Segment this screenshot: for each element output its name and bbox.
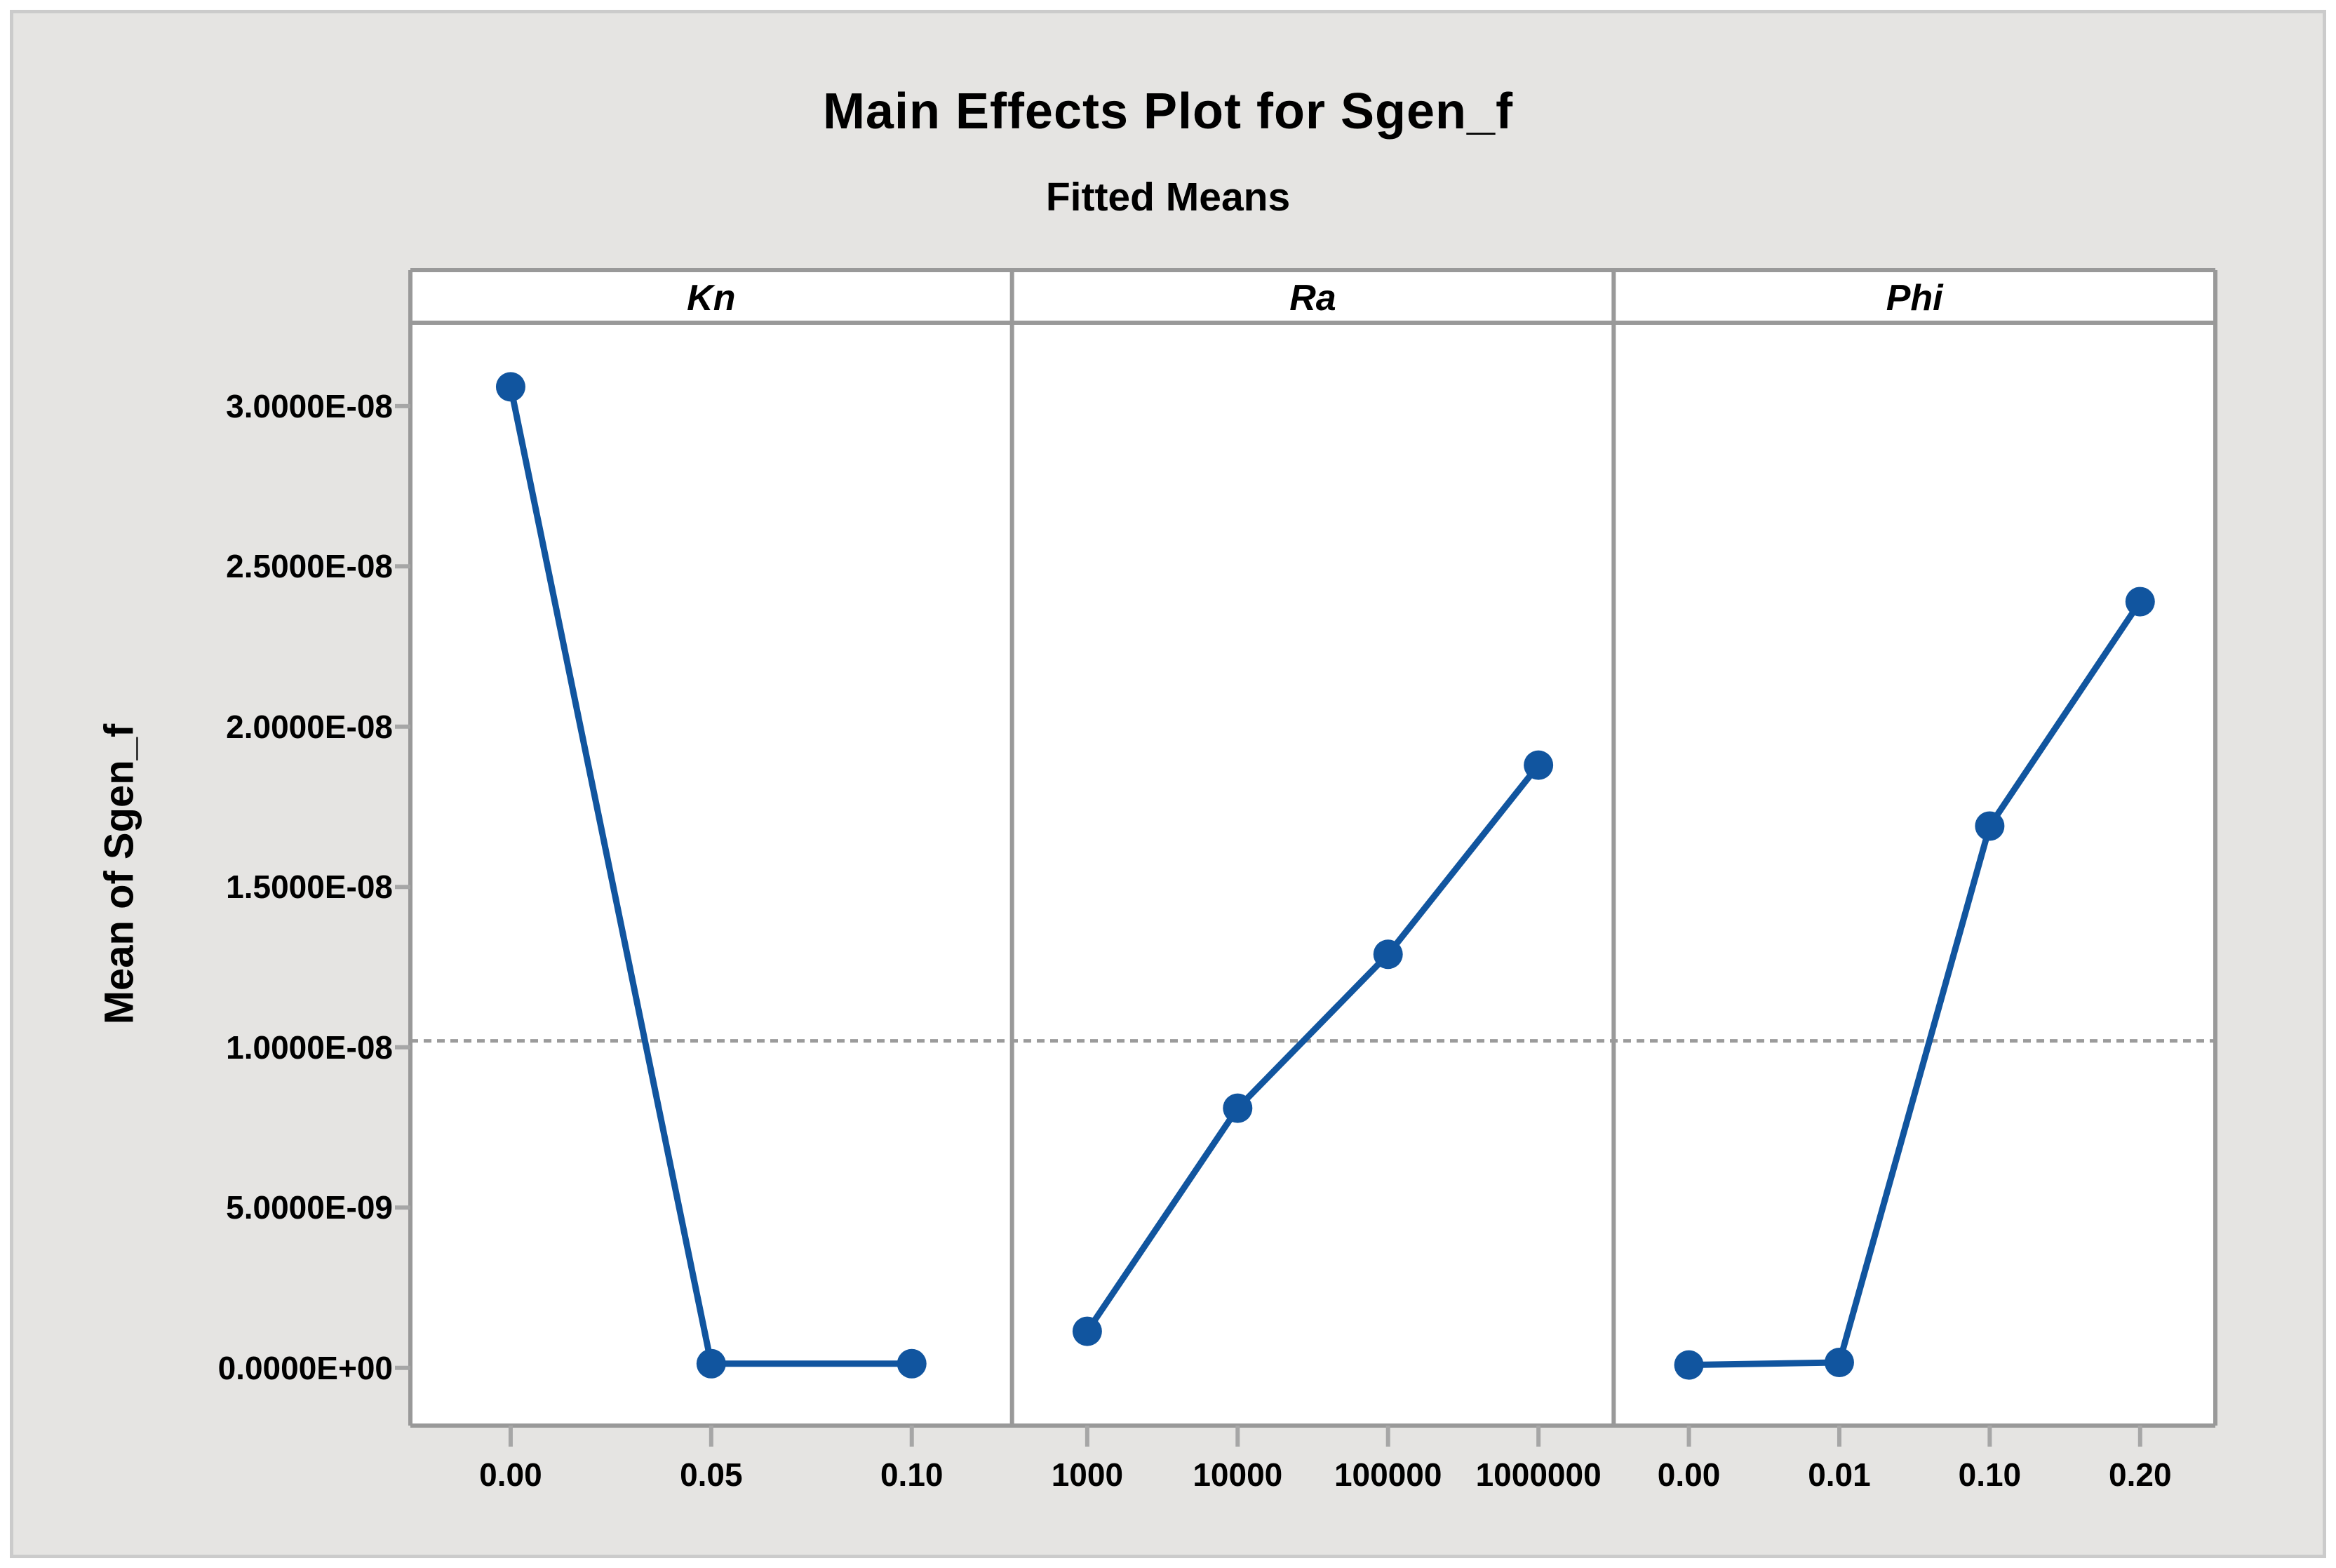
y-tick-label: 2.5000E-08 — [226, 548, 393, 585]
data-point-kn-0.10 — [897, 1348, 927, 1379]
x-tick-label: 1000000 — [1475, 1456, 1602, 1493]
panel-label-phi: Phi — [1886, 277, 1943, 319]
series-line-phi — [1689, 600, 2143, 1369]
x-tick-label: 0.00 — [1657, 1456, 1721, 1493]
x-tick-label: 0.05 — [680, 1456, 743, 1493]
y-tick-label: 1.0000E-08 — [226, 1028, 393, 1066]
x-tick-label: 0.20 — [2109, 1456, 2172, 1493]
data-point-ra-1000000 — [1524, 750, 1554, 780]
series-line-ra — [1085, 763, 1541, 1334]
y-tick-label: 0.0000E+00 — [217, 1349, 393, 1386]
chart-title: Main Effects Plot for Sgen_f — [822, 83, 1514, 140]
x-tick-label: 100000 — [1334, 1456, 1442, 1493]
x-tick-label: 0.10 — [1958, 1456, 2022, 1493]
data-point-phi-0.10 — [1975, 811, 2005, 841]
panel-header-strip-bg — [410, 270, 2215, 323]
panel-label-kn: Kn — [687, 277, 736, 319]
x-tick-label: 0.01 — [1808, 1456, 1871, 1493]
y-tick-label: 1.5000E-08 — [226, 869, 393, 906]
y-tick-label: 5.0000E-09 — [226, 1189, 393, 1226]
panel-label-ra: Ra — [1289, 277, 1336, 319]
x-tick-label: 0.10 — [880, 1456, 944, 1493]
plot-region-bg — [410, 323, 2215, 1426]
y-tick-label: 2.0000E-08 — [226, 708, 393, 745]
x-tick-label: 0.00 — [479, 1456, 542, 1493]
data-point-phi-0.20 — [2125, 587, 2155, 617]
data-point-phi-0.00 — [1674, 1350, 1704, 1380]
data-point-kn-0.05 — [696, 1348, 726, 1379]
data-point-kn-0.00 — [495, 372, 525, 402]
x-tick-label: 1000 — [1051, 1456, 1124, 1493]
data-point-phi-0.01 — [1824, 1347, 1854, 1377]
chart-subtitle: Fitted Means — [1045, 175, 1291, 220]
data-point-ra-100000 — [1373, 939, 1403, 970]
data-point-ra-1000 — [1072, 1316, 1102, 1346]
x-tick-label: 10000 — [1193, 1456, 1283, 1493]
data-point-ra-10000 — [1223, 1093, 1253, 1123]
y-tick-label: 3.0000E-08 — [226, 387, 393, 424]
